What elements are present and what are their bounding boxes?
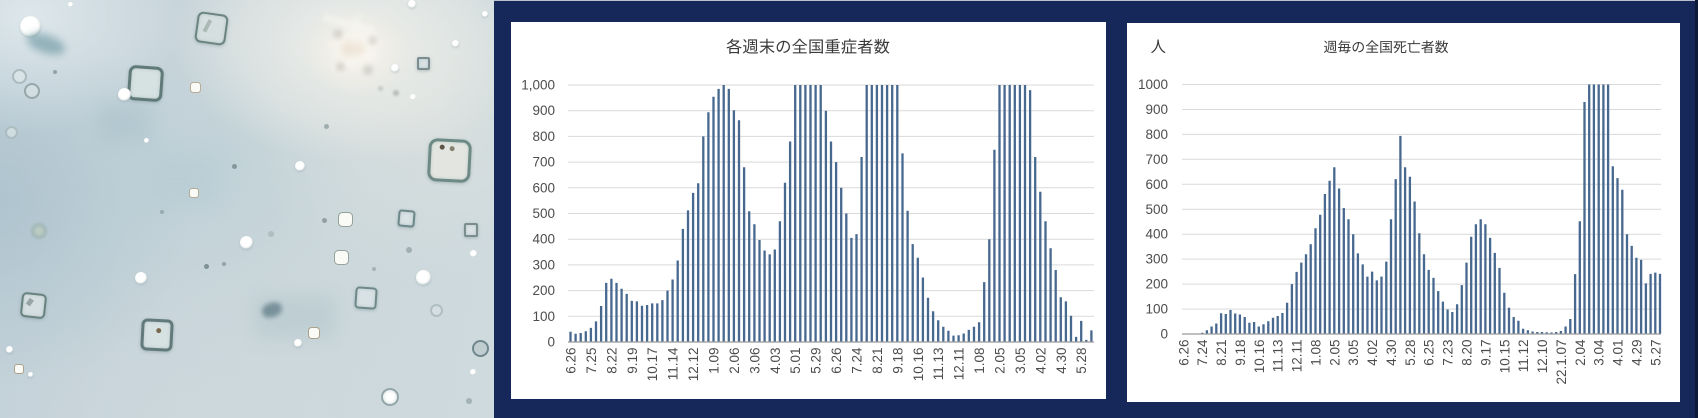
svg-text:4.30: 4.30 [1054,348,1069,374]
svg-text:0: 0 [1160,327,1168,342]
svg-text:100: 100 [1145,302,1168,317]
svg-text:8.21: 8.21 [1214,340,1229,366]
svg-text:1,000: 1,000 [521,78,555,93]
svg-text:8.21: 8.21 [870,348,885,374]
svg-text:6.26: 6.26 [829,348,844,374]
svg-text:5.29: 5.29 [809,348,824,374]
svg-text:8.22: 8.22 [604,348,619,374]
svg-text:12.12: 12.12 [686,348,701,382]
svg-text:9.18: 9.18 [890,348,905,374]
svg-text:12.11: 12.11 [1290,340,1305,373]
svg-text:3.05: 3.05 [1346,340,1361,366]
svg-text:4.01: 4.01 [1611,340,1626,366]
svg-text:6.26: 6.26 [564,348,579,374]
svg-text:5.01: 5.01 [788,348,803,374]
svg-text:5.28: 5.28 [1074,348,1089,374]
svg-text:600: 600 [532,180,555,195]
svg-text:100: 100 [532,309,555,324]
svg-text:4.30: 4.30 [1384,340,1399,366]
svg-text:900: 900 [532,103,555,118]
svg-text:9.19: 9.19 [625,348,640,374]
svg-text:11.12: 11.12 [1516,340,1531,373]
svg-text:11.13: 11.13 [931,348,946,381]
svg-text:3.06: 3.06 [747,348,762,374]
svg-text:0: 0 [547,335,555,350]
svg-text:10.16: 10.16 [911,348,926,382]
svg-text:9.18: 9.18 [1233,340,1248,366]
svg-text:1.08: 1.08 [1309,340,1324,366]
svg-text:6.25: 6.25 [1422,340,1437,366]
svg-text:8.20: 8.20 [1460,340,1475,366]
svg-text:2.04: 2.04 [1573,339,1588,366]
svg-text:500: 500 [1145,202,1168,217]
svg-text:7.24: 7.24 [1195,339,1210,366]
svg-text:4.02: 4.02 [1033,348,1048,374]
svg-text:1.08: 1.08 [972,348,987,374]
svg-text:900: 900 [1145,102,1168,117]
svg-text:400: 400 [1145,227,1168,242]
svg-text:4.02: 4.02 [1365,340,1380,366]
svg-text:500: 500 [532,206,555,221]
svg-text:1.09: 1.09 [707,348,722,374]
svg-text:5.27: 5.27 [1648,340,1663,366]
svg-text:12.10: 12.10 [1535,340,1550,374]
svg-text:6.26: 6.26 [1176,340,1191,366]
svg-text:11.14: 11.14 [666,347,681,380]
svg-text:7.25: 7.25 [584,348,599,374]
svg-text:4.29: 4.29 [1629,340,1644,366]
svg-text:3.05: 3.05 [1013,348,1028,374]
svg-text:22.1.07: 22.1.07 [1554,340,1569,385]
svg-text:700: 700 [532,155,555,170]
svg-text:600: 600 [1145,177,1168,192]
svg-text:11.13: 11.13 [1271,340,1286,373]
svg-text:2.05: 2.05 [993,348,1008,374]
svg-text:300: 300 [532,257,555,272]
svg-text:800: 800 [532,129,555,144]
svg-text:700: 700 [1145,152,1168,167]
svg-text:800: 800 [1145,127,1168,142]
svg-text:200: 200 [1145,277,1168,292]
svg-text:9.17: 9.17 [1478,340,1493,366]
svg-text:10.16: 10.16 [1252,340,1267,374]
svg-text:2.06: 2.06 [727,348,742,374]
svg-text:12.11: 12.11 [952,348,967,381]
svg-text:200: 200 [532,283,555,298]
svg-text:1000: 1000 [1138,77,1168,92]
svg-text:7.24: 7.24 [850,347,865,374]
svg-text:10.17: 10.17 [645,348,660,382]
svg-text:10.15: 10.15 [1497,340,1512,374]
svg-text:2.05: 2.05 [1327,340,1342,366]
svg-text:400: 400 [532,232,555,247]
svg-text:5.28: 5.28 [1403,340,1418,366]
svg-text:3.04: 3.04 [1592,339,1607,366]
svg-text:7.23: 7.23 [1441,340,1456,366]
svg-text:4.03: 4.03 [768,348,783,374]
svg-text:300: 300 [1145,252,1168,267]
